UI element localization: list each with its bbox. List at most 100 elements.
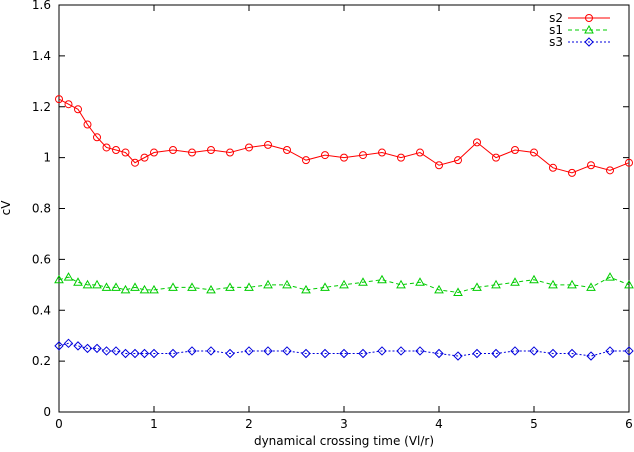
data-point (473, 138, 481, 147)
data-point (491, 348, 501, 359)
data-point (74, 105, 82, 114)
data-point (624, 346, 634, 356)
data-point (529, 346, 539, 356)
data-point (73, 277, 83, 286)
data-point (102, 143, 111, 152)
data-point (624, 279, 634, 289)
x-tick-label: 6 (625, 417, 633, 431)
data-point (377, 346, 387, 356)
data-point (434, 348, 444, 359)
data-point (188, 148, 196, 157)
y-tick-label: 1.4 (32, 49, 51, 63)
y-tick-label: 0.2 (32, 354, 51, 368)
data-point (415, 346, 425, 356)
data-point (435, 161, 443, 170)
data-point (140, 153, 149, 162)
y-tick-label: 1 (43, 151, 51, 165)
data-point (586, 282, 596, 291)
x-tick-label: 2 (245, 417, 253, 431)
legend-marker (584, 24, 594, 34)
x-tick-label: 1 (150, 417, 158, 431)
series-s3 (54, 338, 634, 361)
data-point (111, 346, 121, 356)
series-line (58, 98, 630, 174)
data-point (472, 348, 482, 359)
series-layer (54, 95, 634, 361)
y-tick-label: 0.6 (32, 252, 51, 266)
legend-marker (585, 14, 593, 22)
data-point (169, 145, 177, 154)
data-point (625, 158, 633, 167)
data-point (321, 151, 329, 160)
series-line (58, 276, 630, 293)
data-point (264, 140, 272, 149)
data-point (120, 348, 131, 359)
data-point (320, 348, 330, 359)
data-point (101, 282, 112, 291)
data-point (453, 351, 463, 361)
data-point (120, 284, 131, 294)
data-point (605, 346, 615, 356)
data-point (73, 341, 83, 351)
data-point (358, 277, 368, 286)
data-point (358, 348, 368, 359)
data-point (567, 348, 577, 359)
data-point (301, 348, 311, 359)
x-tick-label: 3 (340, 417, 348, 431)
data-point (415, 277, 425, 286)
data-point (396, 346, 406, 356)
data-point (111, 282, 121, 291)
data-point (150, 148, 158, 157)
data-point (492, 153, 500, 162)
y-tick-label: 1.6 (32, 0, 51, 12)
data-point (320, 282, 330, 291)
axis-ticks: 0 1 2 3 4 5 6 0 0.2 0.4 0.6 0.8 1 1.2 1.4 1.6 (32, 0, 633, 431)
data-point (283, 145, 291, 154)
data-point (225, 282, 235, 291)
data-point (606, 166, 614, 175)
data-point (55, 95, 63, 104)
x-tick-label: 5 (530, 417, 538, 431)
data-point (397, 153, 405, 162)
y-tick-label: 0.8 (32, 202, 51, 216)
data-point (416, 148, 424, 157)
data-point (93, 133, 101, 142)
data-point (586, 351, 596, 361)
data-point (168, 348, 178, 359)
data-point (130, 282, 140, 291)
data-point (340, 153, 348, 162)
data-point (282, 279, 292, 289)
data-point (567, 279, 577, 289)
data-point (339, 279, 349, 289)
data-point (263, 346, 273, 356)
data-point (548, 348, 558, 359)
data-point (510, 346, 520, 356)
data-point (130, 348, 140, 359)
data-point (377, 274, 387, 284)
data-point (302, 156, 310, 165)
data-point (131, 158, 139, 167)
data-point (207, 145, 215, 154)
data-point (92, 279, 102, 289)
data-point (54, 274, 64, 284)
data-point (149, 348, 159, 359)
data-point (453, 287, 463, 296)
data-point (63, 272, 74, 281)
x-axis-label: dynamical crossing time (Vl/r) (254, 434, 434, 448)
data-point (206, 346, 216, 356)
data-point (83, 120, 92, 129)
data-point (121, 148, 130, 157)
data-point (530, 148, 538, 157)
data-point (378, 148, 386, 157)
data-point (82, 343, 93, 354)
data-point (225, 348, 235, 359)
legend-marker (584, 37, 594, 47)
data-point (112, 145, 120, 154)
data-point (396, 279, 406, 289)
data-point (605, 272, 615, 281)
data-point (139, 284, 150, 294)
data-point (244, 346, 254, 356)
legend-label: s1 (549, 23, 563, 37)
data-point (64, 100, 73, 109)
